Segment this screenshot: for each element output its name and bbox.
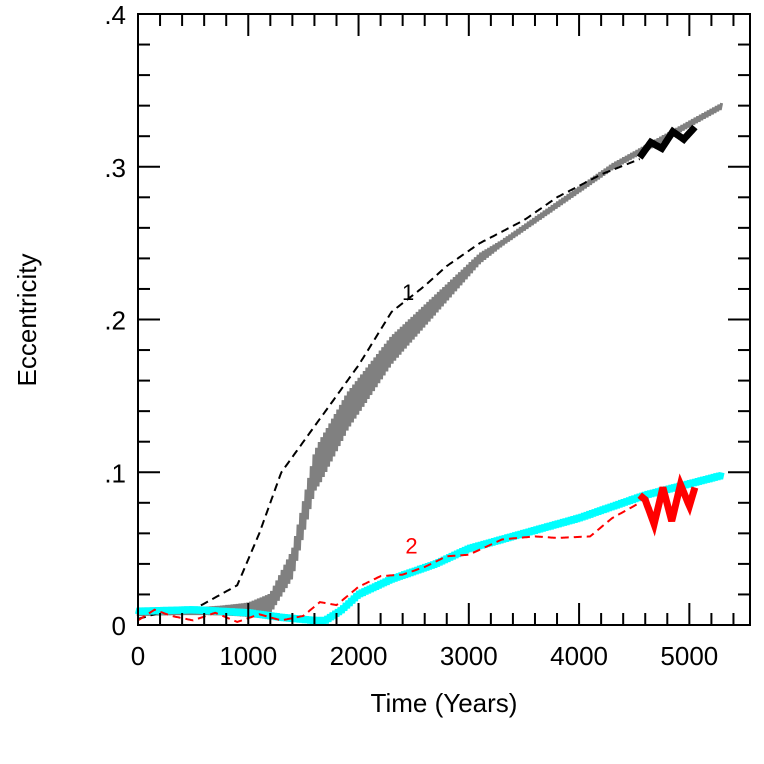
series-red-dashed [137,501,641,623]
annotation-1: 1 [402,280,414,305]
y-tick-label: 0 [112,611,126,641]
series-gray-oscillating [136,102,724,617]
x-tick-label: 1000 [219,641,277,671]
x-tick-label: 0 [131,641,145,671]
y-axis-label: Eccentricity [12,254,42,387]
annotation-2: 2 [405,534,417,559]
y-tick-label: .4 [104,0,126,30]
x-axis-label: Time (Years) [371,688,518,718]
series-red-thick-wave [637,473,699,537]
x-tick-label: 3000 [440,641,498,671]
x-tick-label: 4000 [550,641,608,671]
x-tick-label: 5000 [660,641,718,671]
x-tick-label: 2000 [330,641,388,671]
series-black-thick-wave [636,124,698,160]
y-tick-label: .2 [104,306,126,336]
series-black-dashed [137,158,641,620]
plot-frame [137,13,751,626]
y-tick-label: .3 [104,153,126,183]
series-cyan-oscillating [135,471,725,625]
y-tick-label: .1 [104,458,126,488]
